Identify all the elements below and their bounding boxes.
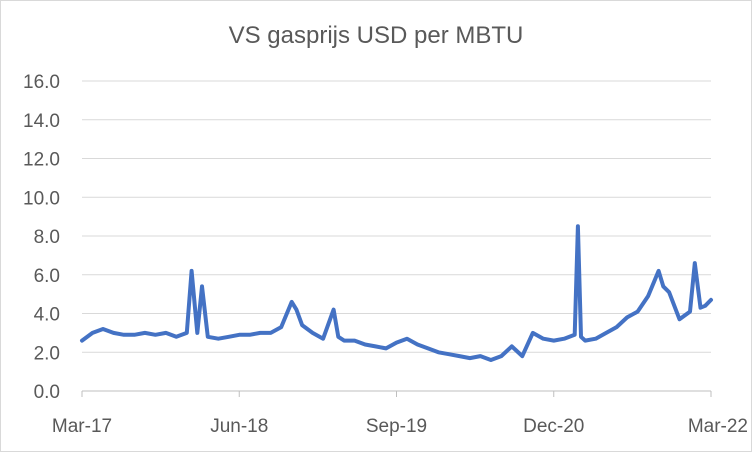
data-point	[342, 339, 346, 343]
data-point	[489, 358, 493, 362]
data-point	[80, 339, 84, 343]
data-point	[101, 327, 105, 331]
data-point	[436, 350, 440, 354]
x-tick-label: Sep-19	[366, 416, 427, 437]
gas-price-line	[80, 224, 713, 362]
data-point	[185, 331, 189, 335]
data-point	[667, 290, 671, 294]
data-point	[478, 354, 482, 358]
data-point	[311, 331, 315, 335]
y-tick-label: 12.0	[23, 150, 60, 171]
data-point	[661, 284, 665, 288]
x-tick-label: Jun-18	[210, 416, 268, 437]
data-point	[132, 333, 136, 337]
data-point	[677, 317, 682, 321]
data-point	[405, 337, 409, 341]
data-point	[290, 300, 294, 304]
data-point	[604, 331, 608, 335]
data-point	[657, 269, 661, 273]
data-point	[200, 284, 204, 288]
data-point	[531, 331, 535, 335]
data-point	[248, 333, 252, 337]
data-point	[468, 356, 472, 360]
data-point	[190, 269, 194, 273]
y-tick-label: 16.0	[23, 72, 60, 93]
y-tick-label: 4.0	[34, 305, 60, 326]
y-tick-label: 14.0	[23, 111, 60, 132]
data-point	[688, 310, 692, 314]
data-point	[353, 339, 357, 343]
data-point	[541, 337, 545, 341]
data-point	[279, 325, 283, 329]
data-point	[520, 354, 524, 358]
data-point	[90, 331, 95, 335]
data-point	[153, 333, 157, 337]
data-point	[294, 308, 298, 312]
data-point	[615, 325, 619, 329]
data-point	[363, 342, 367, 347]
data-point	[457, 354, 461, 358]
data-point	[111, 331, 116, 335]
data-point	[384, 346, 388, 350]
y-tick-label: 6.0	[34, 266, 60, 287]
data-point	[415, 342, 420, 347]
data-point	[336, 335, 340, 339]
chart-title: VS gasprijs USD per MBTU	[228, 22, 524, 49]
data-point	[174, 335, 178, 339]
data-point	[426, 346, 430, 350]
data-point	[373, 344, 378, 348]
data-point	[573, 333, 577, 337]
data-point	[709, 298, 713, 302]
data-point	[321, 337, 325, 341]
data-point	[195, 331, 199, 335]
x-tick-label: Dec-20	[523, 416, 584, 437]
data-point	[693, 261, 697, 265]
data-point	[562, 337, 566, 341]
data-point	[258, 331, 262, 335]
data-point	[499, 354, 503, 358]
data-point	[394, 341, 399, 345]
y-tick-label: 0.0	[34, 382, 60, 403]
data-point	[216, 337, 220, 341]
data-point	[579, 335, 583, 339]
data-point	[576, 224, 580, 228]
data-point	[594, 337, 598, 341]
data-point	[625, 315, 629, 319]
data-point	[143, 331, 147, 335]
x-tick-label: Mar-17	[52, 416, 112, 437]
data-point	[703, 304, 707, 308]
data-point	[552, 339, 556, 343]
x-tick-label: Mar-22	[688, 416, 748, 437]
data-point	[300, 323, 304, 327]
data-point	[646, 294, 650, 298]
data-point	[164, 331, 168, 335]
data-point	[122, 333, 126, 337]
data-point	[206, 335, 210, 339]
data-point	[447, 352, 451, 356]
data-point	[237, 333, 241, 337]
data-point	[227, 335, 231, 339]
data-point	[332, 308, 336, 312]
y-tick-label: 2.0	[34, 343, 60, 364]
data-point	[510, 344, 514, 348]
data-point	[636, 310, 640, 314]
data-point	[269, 331, 273, 335]
data-point	[698, 306, 703, 310]
y-tick-label: 8.0	[34, 227, 60, 248]
data-point	[583, 339, 587, 343]
y-tick-label: 10.0	[23, 188, 60, 209]
